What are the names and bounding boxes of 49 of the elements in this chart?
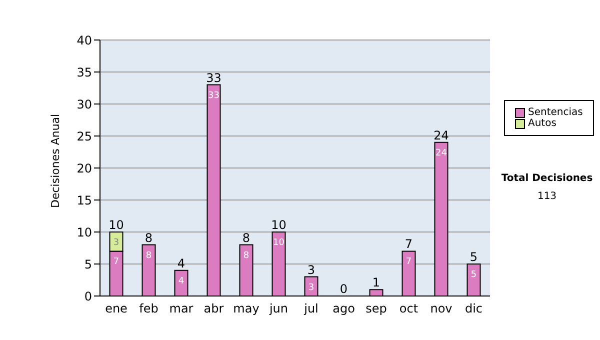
x-tick-label: ago xyxy=(332,302,355,316)
total-label: 5 xyxy=(470,250,478,264)
total-label: 4 xyxy=(177,256,186,270)
x-tick-label: nov xyxy=(430,302,452,316)
total-label: 10 xyxy=(271,218,286,232)
x-tick-label: feb xyxy=(139,302,158,316)
x-tick-label: jul xyxy=(303,302,318,316)
y-tick-label: 10 xyxy=(76,225,92,240)
y-tick-label: 5 xyxy=(84,257,92,272)
text: 113 xyxy=(536,191,558,202)
legend-label: Autos xyxy=(528,118,556,129)
y-tick-label: 20 xyxy=(76,161,92,176)
y-tick-label: 25 xyxy=(76,129,92,144)
data-label: 8 xyxy=(146,250,152,261)
x-tick-label: abr xyxy=(204,302,224,316)
data-label: 24 xyxy=(436,148,448,158)
data-label: 33 xyxy=(208,90,220,101)
data-label: 5 xyxy=(470,270,477,280)
data-label: 3 xyxy=(308,282,314,293)
total-label: 1 xyxy=(372,276,380,290)
y-tick-label: 15 xyxy=(76,193,92,208)
total-label: 3 xyxy=(307,262,316,277)
y-axis-title: Decisiones Anual xyxy=(48,114,62,208)
data-label: 10 xyxy=(273,238,285,248)
total-label: 8 xyxy=(144,230,153,245)
data-label: 7 xyxy=(113,257,120,268)
data-label: 3 xyxy=(113,238,120,248)
x-tick-label: jun xyxy=(268,302,288,316)
y-tick-label: 0 xyxy=(84,289,92,304)
y-tick-label: 40 xyxy=(76,33,92,48)
total-label: 24 xyxy=(434,128,449,142)
data-label: 8 xyxy=(243,250,250,261)
legend-label: Sentencias xyxy=(528,107,583,118)
total-label: 8 xyxy=(242,230,250,245)
total-label: 7 xyxy=(404,237,413,252)
total-label: 33 xyxy=(206,70,222,85)
x-tick-label: oct xyxy=(399,302,418,316)
total-label: 10 xyxy=(108,218,124,232)
x-tick-label: may xyxy=(233,302,260,316)
x-tick-label: dic xyxy=(464,302,483,316)
data-label: 7 xyxy=(406,257,412,268)
y-tick-label: 35 xyxy=(76,65,92,80)
x-tick-label: sep xyxy=(366,302,387,316)
total-label: 0 xyxy=(340,282,348,296)
x-tick-label: mar xyxy=(169,302,194,316)
y-tick-label: 30 xyxy=(76,97,92,112)
data-label: 4 xyxy=(178,276,184,286)
x-tick-label: ene xyxy=(105,302,128,316)
text: Total Decisiones xyxy=(500,173,594,184)
